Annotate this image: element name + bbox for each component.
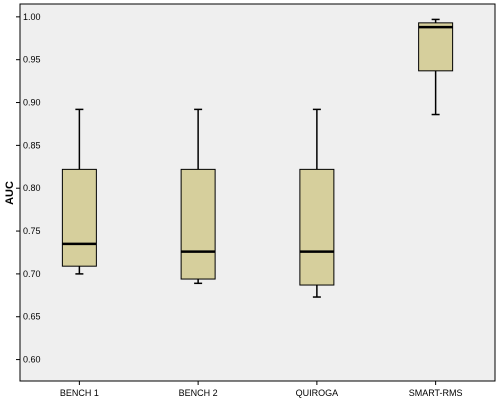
- box-2: [180, 108, 216, 285]
- y-tick-label: 0.70: [23, 269, 41, 279]
- y-tick-label: 0.90: [23, 98, 41, 108]
- x-tick-label: QUIROGA: [296, 388, 339, 398]
- y-tick-label: 0.65: [23, 312, 41, 322]
- iqr-box: [418, 22, 454, 72]
- y-tick-label: 0.85: [23, 140, 41, 150]
- y-tick-label: 0.95: [23, 55, 41, 65]
- y-tick-label: 0.60: [23, 355, 41, 365]
- x-axis: BENCH 1 BENCH 2 QUIROGA SMART-RMS: [60, 381, 463, 398]
- x-tick-label: BENCH 1: [60, 388, 99, 398]
- y-axis-title: AUC: [4, 181, 16, 205]
- iqr-box: [299, 168, 335, 286]
- plot-area: [19, 3, 496, 382]
- y-tick-label: 1.00: [23, 12, 41, 22]
- box-3: [299, 108, 335, 298]
- iqr-box: [61, 168, 97, 267]
- y-tick-label: 0.75: [23, 226, 41, 236]
- boxes-layer: [61, 18, 454, 298]
- x-tick-label: BENCH 2: [179, 388, 218, 398]
- x-tick-label: SMART-RMS: [409, 388, 463, 398]
- y-tick-label: 0.80: [23, 183, 41, 193]
- iqr-box: [180, 168, 216, 280]
- y-axis: 0.60 0.65 0.70 0.75 0.80 0.85 0.90 0.95 1.00: [16, 12, 41, 365]
- box-4: [418, 18, 454, 116]
- box-1: [61, 108, 97, 275]
